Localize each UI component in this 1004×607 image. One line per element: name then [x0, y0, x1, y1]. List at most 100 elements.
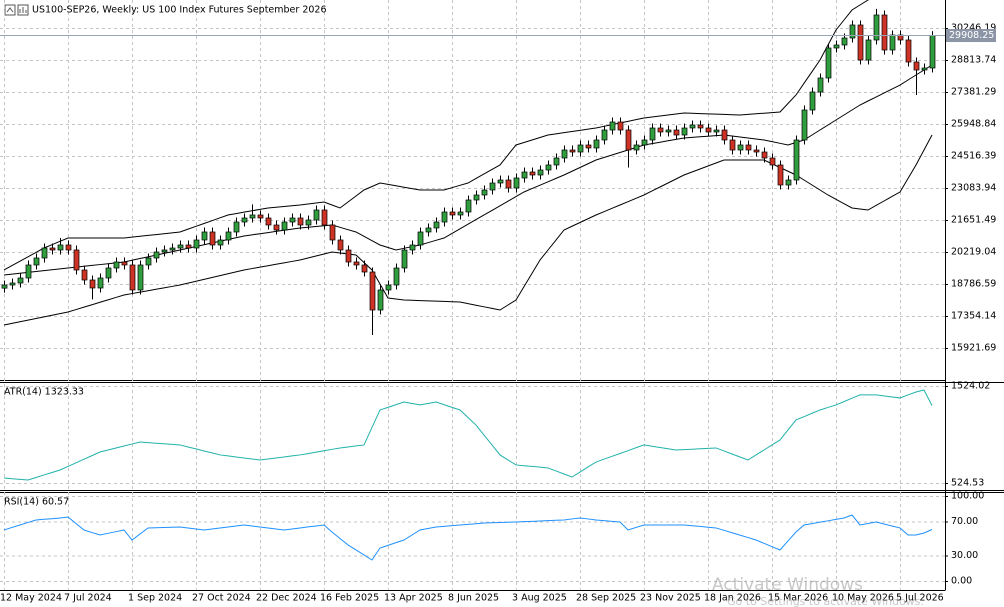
candle-body	[177, 244, 184, 249]
candle-body	[505, 179, 512, 189]
candle-body	[625, 129, 632, 151]
candle-body	[785, 179, 792, 186]
y-tick-label: 15921.69	[951, 343, 996, 354]
candle-body	[217, 239, 224, 246]
candle-body	[401, 249, 408, 269]
candle-body	[593, 139, 600, 149]
y-tick-label: 70.00	[951, 516, 978, 527]
x-tick-label: 7 Jul 2024	[64, 593, 112, 604]
candle-body	[889, 34, 896, 51]
candle-body	[641, 139, 648, 146]
candle-body	[689, 124, 696, 129]
y-tick-label: 21651.49	[951, 215, 996, 226]
candle-body	[81, 269, 88, 281]
candle-body	[841, 37, 848, 46]
candle-body	[905, 39, 912, 63]
candle-body	[409, 244, 416, 251]
candle-body	[921, 67, 928, 71]
candle-body	[361, 264, 368, 273]
chart-title: US100-SEP26, Weekly: US 100 Index Future…	[32, 5, 327, 16]
candle-body	[65, 244, 72, 251]
candle-body	[17, 277, 24, 284]
candle-body	[697, 124, 704, 129]
candle-body	[385, 284, 392, 291]
candle-body	[569, 149, 576, 153]
indicator-line	[3, 514, 933, 561]
candle-body	[241, 217, 248, 223]
y-tick-label: 27381.29	[951, 86, 996, 97]
candle-body	[617, 121, 624, 131]
candle-body	[537, 169, 544, 176]
indicator-title: RSI(14) 60.57	[4, 497, 69, 508]
x-tick-label: 15 Mar 2026	[768, 593, 828, 604]
last-price-label: 29908.25	[949, 30, 994, 41]
x-tick-label: 22 Dec 2024	[256, 593, 317, 604]
y-tick-label: 524.53	[951, 478, 984, 489]
candle-body	[433, 221, 440, 229]
candle-body	[561, 149, 568, 159]
candle-body	[601, 129, 608, 141]
candle-body	[473, 194, 480, 201]
candle-body	[313, 209, 320, 221]
candle-body	[881, 14, 888, 51]
x-tick-label: 5 Jul 2026	[896, 593, 944, 604]
candle-body	[737, 144, 744, 151]
candle-body	[873, 14, 880, 41]
y-tick-label: 20219.04	[951, 247, 996, 258]
candle-body	[481, 189, 488, 196]
candle-body	[865, 39, 872, 61]
period-icon-glyph	[19, 7, 27, 13]
candle-body	[729, 139, 736, 151]
candle-body	[529, 171, 536, 176]
candle-body	[169, 247, 176, 251]
candle-body	[137, 264, 144, 291]
candle-body	[329, 224, 336, 241]
candle-body	[633, 144, 640, 151]
candle-body	[233, 221, 240, 233]
candle-body	[833, 44, 840, 49]
candle-body	[609, 121, 616, 131]
candle-body	[553, 157, 560, 166]
candle-body	[321, 209, 328, 226]
y-tick-label: 17354.14	[951, 311, 996, 322]
symbol-icon[interactable]	[4, 4, 16, 16]
candle-body	[793, 139, 800, 181]
y-tick-label: 30.00	[951, 550, 978, 561]
candle-body	[377, 289, 384, 311]
symbol-icon-glyph	[6, 7, 14, 13]
title-icons	[4, 4, 29, 16]
candle-body	[9, 282, 16, 286]
watermark-subtitle: Go to Settings to activate Windows.	[727, 595, 924, 607]
y-tick-label: 1524.02	[951, 380, 990, 391]
candle-body	[521, 171, 528, 179]
x-tick-label: 18 Jan 2026	[704, 593, 761, 604]
candle-body	[513, 177, 520, 189]
last-price-tag	[946, 29, 996, 43]
candle-body	[393, 267, 400, 286]
candle-body	[257, 214, 264, 219]
y-tick-label: 28813.74	[951, 54, 996, 65]
bollinger-upper	[3, 0, 869, 271]
x-tick-label: 10 May 2026	[832, 593, 894, 604]
candle-body	[425, 227, 432, 233]
candle-body	[585, 144, 592, 149]
candle-body	[809, 91, 816, 111]
candle-body	[145, 257, 152, 266]
candle-body	[185, 244, 192, 249]
candle-body	[745, 144, 752, 151]
x-tick-label: 27 Oct 2024	[192, 593, 251, 604]
candle-body	[449, 211, 456, 216]
period-icon[interactable]	[17, 4, 29, 16]
candle-body	[105, 267, 112, 279]
candle-body	[161, 249, 168, 253]
candle-body	[225, 231, 232, 241]
candle-body	[753, 149, 760, 153]
indicator-line	[3, 389, 933, 481]
candle-body	[193, 239, 200, 249]
candle-body	[489, 182, 496, 191]
candle-body	[129, 264, 136, 291]
candle-body	[201, 231, 208, 241]
candle-body	[825, 47, 832, 79]
